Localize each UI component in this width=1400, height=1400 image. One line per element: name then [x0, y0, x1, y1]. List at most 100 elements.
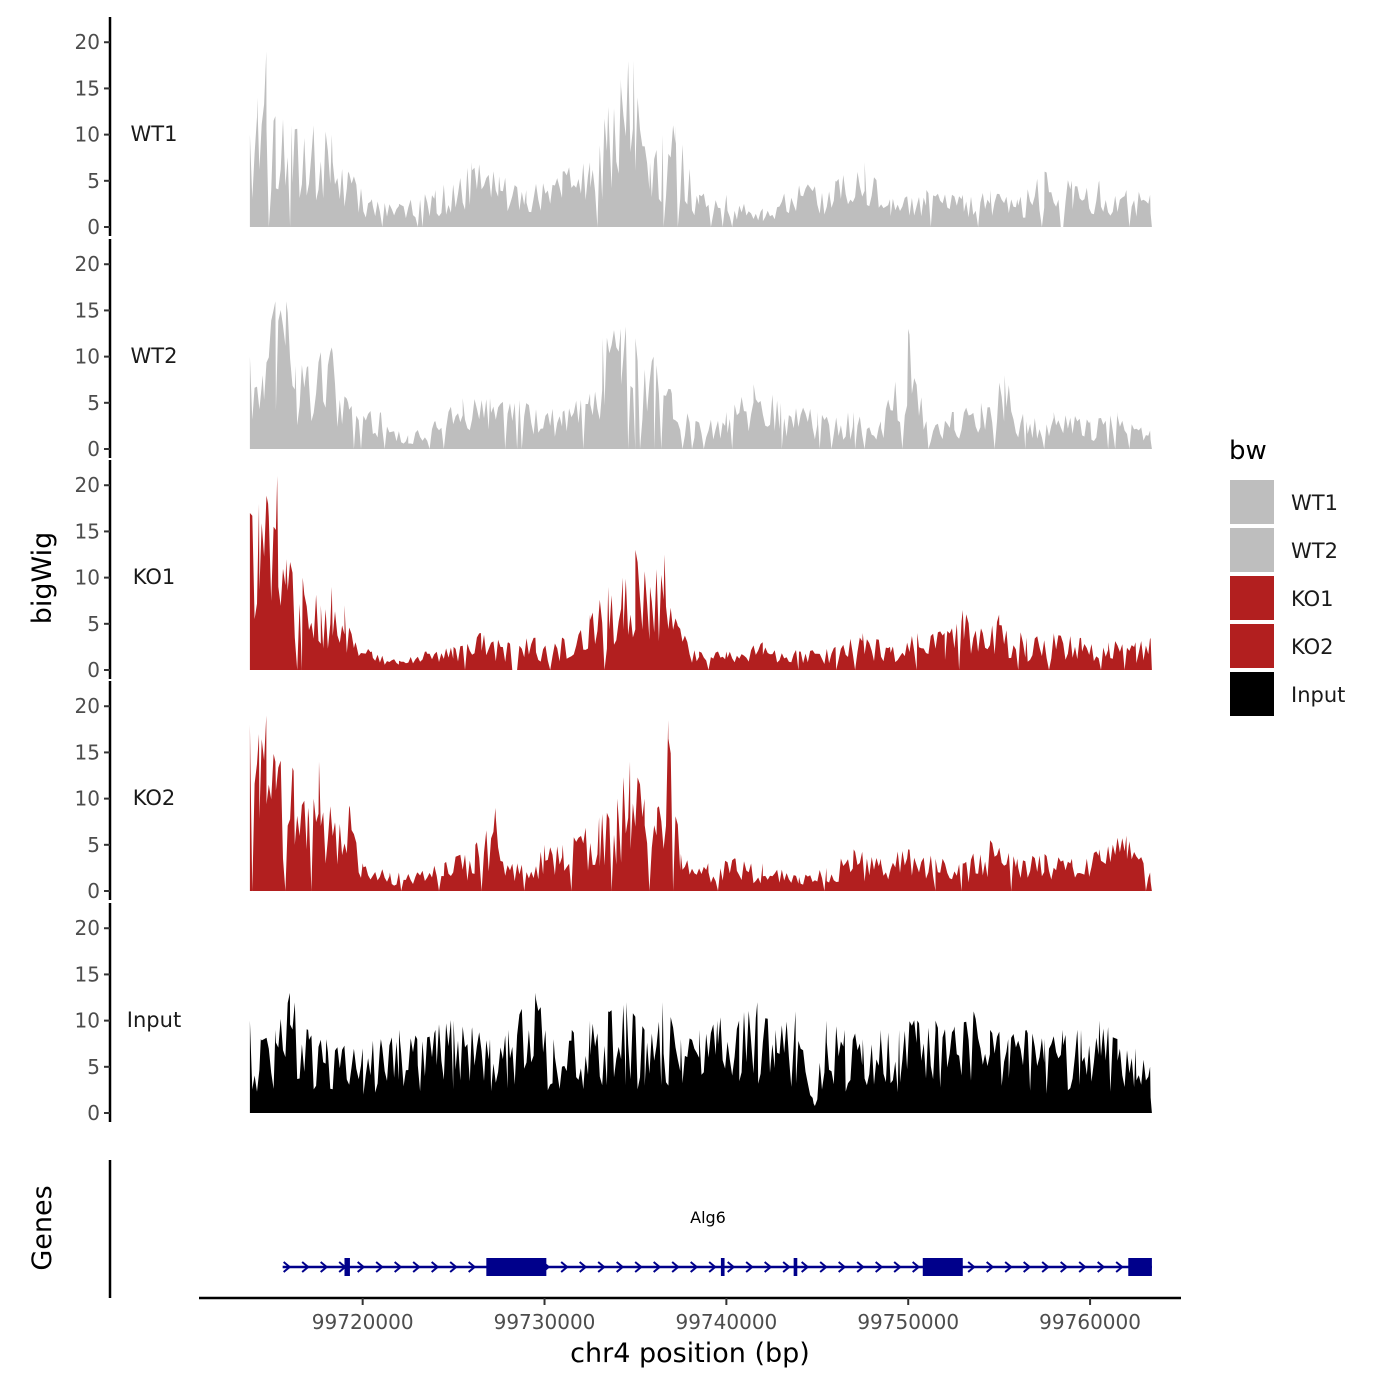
y-tick-label: 15 [75, 298, 100, 322]
legend-label-wt1: WT1 [1291, 491, 1338, 515]
strand-arrow [782, 1261, 791, 1273]
legend-label-ko2: KO2 [1291, 635, 1334, 659]
strand-arrow [283, 1261, 292, 1273]
strand-arrow [1078, 1261, 1087, 1273]
y-tick-label: 15 [75, 740, 100, 764]
strand-arrow [912, 1261, 921, 1273]
y-tick-label: 20 [75, 30, 100, 54]
gene-name-label: Alg6 [690, 1208, 726, 1227]
y-tick-label: 20 [75, 473, 100, 497]
strand-arrow [616, 1261, 625, 1273]
y-tick-label: 15 [75, 76, 100, 100]
strand-arrow [468, 1261, 477, 1273]
y-tick-label: 0 [87, 437, 100, 461]
coverage-area-ko1 [249, 476, 1152, 670]
y-axis-title: bigWig [27, 532, 58, 625]
coverage-area-wt2 [249, 301, 1152, 449]
strand-arrow [986, 1261, 995, 1273]
strand-arrow [690, 1261, 699, 1273]
y-tick-label: 10 [75, 123, 100, 147]
strand-arrow [357, 1261, 366, 1273]
legend-swatch-wt1 [1230, 480, 1274, 524]
track-ko1: 0 5 10 15 20 KO1 [75, 460, 1152, 682]
y-tick-label: 5 [87, 169, 100, 193]
strand-arrow [893, 1261, 902, 1273]
strand-arrow [819, 1261, 828, 1273]
track-wt1: 0 5 10 15 20 WT1 [75, 17, 1152, 239]
strand-arrow [1097, 1261, 1106, 1273]
y-tick-label: 15 [75, 519, 100, 543]
track-wt2: 0 5 10 15 20 WT2 [75, 239, 1152, 461]
x-tick-label: 99750000 [857, 1310, 959, 1334]
legend-swatch-ko1 [1230, 576, 1274, 620]
x-axis-title: chr4 position (bp) [570, 1338, 810, 1369]
gene-track: Alg6 [108, 1160, 1152, 1298]
strand-arrow [1115, 1261, 1124, 1273]
strand-arrow [634, 1261, 643, 1273]
track-label: WT2 [131, 344, 178, 368]
legend-swatch-ko2 [1230, 624, 1274, 668]
y-tick-label: 0 [87, 658, 100, 682]
exon [1128, 1258, 1152, 1276]
strand-arrow [671, 1261, 680, 1273]
exon [344, 1258, 350, 1276]
x-tick-label: 99760000 [1039, 1310, 1141, 1334]
x-tick-label: 99740000 [675, 1310, 777, 1334]
strand-arrow [727, 1261, 736, 1273]
track-label: KO1 [133, 565, 176, 589]
exon [922, 1258, 963, 1276]
legend: bw WT1 WT2 KO1 KO2 Input [1229, 436, 1345, 716]
strand-arrow [560, 1261, 569, 1273]
x-tick-label: 99720000 [312, 1310, 414, 1334]
strand-arrow [967, 1261, 976, 1273]
y-tick-label: 10 [75, 566, 100, 590]
legend-title: bw [1229, 436, 1267, 466]
track-input: 0 5 10 15 20 Input [75, 903, 1152, 1125]
legend-label-input: Input [1291, 683, 1345, 707]
x-axis: 99720000 99730000 99740000 99750000 99760000 [199, 1296, 1181, 1334]
exon [486, 1258, 547, 1276]
strand-arrow [875, 1261, 884, 1273]
strand-arrow [745, 1261, 754, 1273]
legend-label-ko1: KO1 [1291, 587, 1334, 611]
x-tick-label: 99730000 [494, 1310, 596, 1334]
strand-arrow [801, 1261, 810, 1273]
exon [793, 1258, 798, 1276]
y-tick-label: 15 [75, 962, 100, 986]
bigwig-tracks: 0 5 10 15 20 WT1 0 5 10 15 20 WT2 0 5 10 15 20 KO1 0 5 10 15 2… [75, 17, 1152, 1125]
y-tick-label: 0 [87, 215, 100, 239]
y-tick-label: 20 [75, 252, 100, 276]
strand-arrow [320, 1261, 329, 1273]
strand-arrow [653, 1261, 662, 1273]
strand-arrow [449, 1261, 458, 1273]
strand-arrow [301, 1261, 310, 1273]
y-tick-label: 10 [75, 787, 100, 811]
coverage-area-ko2 [249, 715, 1152, 891]
y-tick-label: 0 [87, 1101, 100, 1125]
y-tick-label: 10 [75, 1009, 100, 1033]
y-tick-label: 5 [87, 1055, 100, 1079]
track-label: KO2 [133, 786, 176, 810]
y-tick-label: 0 [87, 879, 100, 903]
strand-arrow [394, 1261, 403, 1273]
strand-arrow [579, 1261, 588, 1273]
legend-swatch-input [1230, 672, 1274, 716]
y-tick-label: 5 [87, 391, 100, 415]
strand-arrow [838, 1261, 847, 1273]
strand-arrow [1023, 1261, 1032, 1273]
strand-arrow [1004, 1261, 1013, 1273]
strand-arrow [856, 1261, 865, 1273]
strand-arrow [764, 1261, 773, 1273]
track-label: Input [127, 1008, 181, 1032]
coverage-area-input [249, 992, 1152, 1113]
exon [720, 1258, 725, 1276]
track-ko2: 0 5 10 15 20 KO2 [75, 681, 1152, 903]
y-tick-label: 5 [87, 833, 100, 857]
y-tick-label: 10 [75, 345, 100, 369]
track-label: WT1 [131, 122, 178, 146]
strand-arrow [1041, 1261, 1050, 1273]
strand-arrow [412, 1261, 421, 1273]
y-tick-label: 20 [75, 694, 100, 718]
legend-label-wt2: WT2 [1291, 539, 1338, 563]
